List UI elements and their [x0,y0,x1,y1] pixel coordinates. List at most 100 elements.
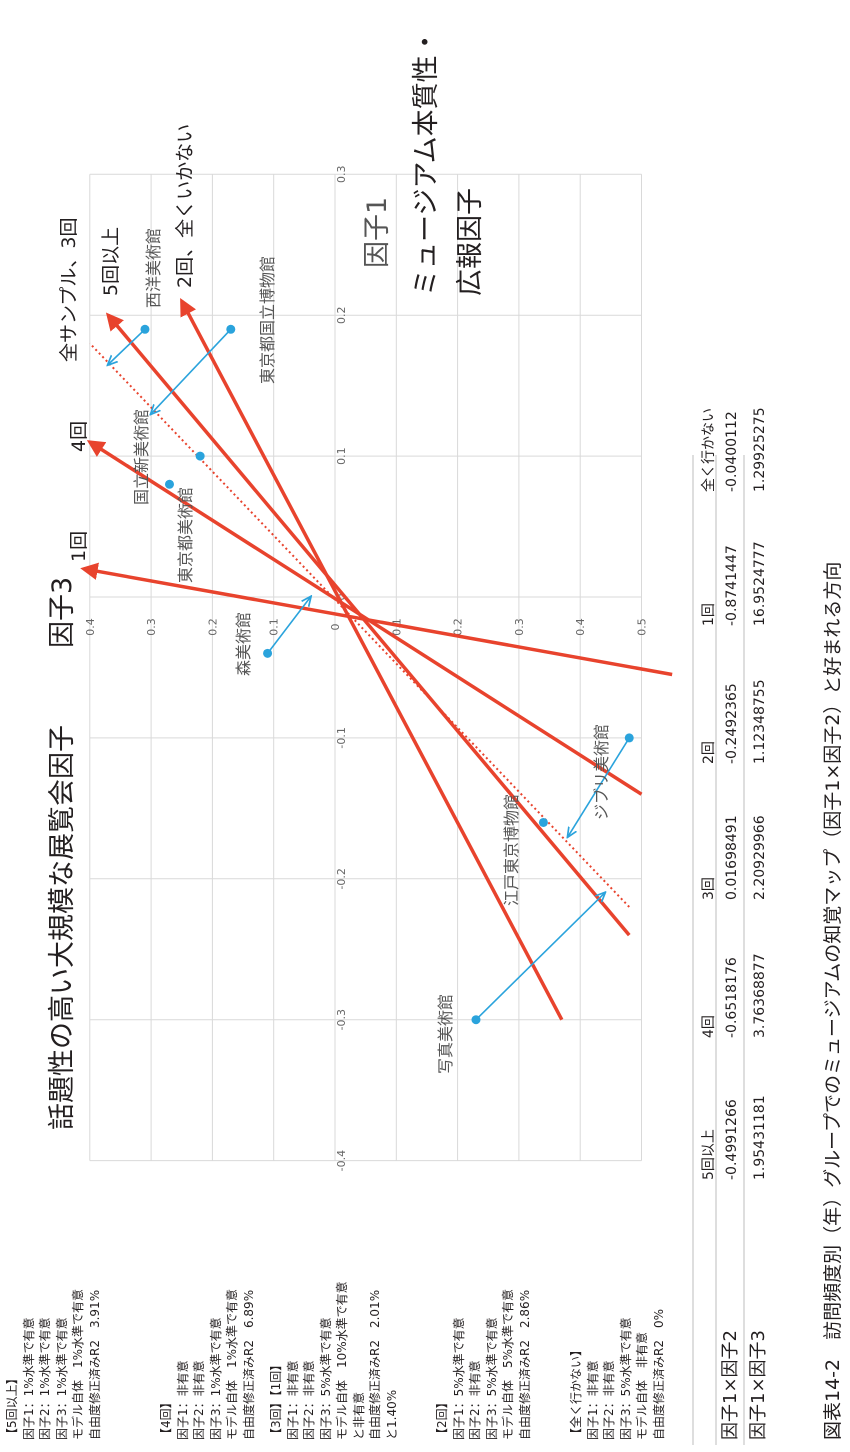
tick-label-f3: 0 [329,624,342,631]
museum-label-edo: 江戸東京博物館 [502,793,521,906]
museum-point [471,1015,481,1025]
museum-points [108,324,634,1025]
table-cell: 16.9524777 [752,541,768,626]
preference-vector [180,298,564,1021]
tick-label-f1: 0.3 [335,166,348,184]
note-line: 【全く行かない】 [569,1343,583,1440]
table-cell: -0.0400112 [724,411,740,492]
tick-label-f3: 0.5 [636,618,649,636]
museum-point [624,733,634,743]
museum-point [140,324,150,334]
museum-point [538,817,548,827]
tick-label-f1: -0.3 [335,1009,348,1030]
table-cell: 1.12348755 [752,679,768,764]
table-column-header: 2回 [701,741,717,764]
tick-label-f3: 0.3 [513,618,526,636]
note-line: 因子2：1%水準で有意 [38,1317,52,1440]
table-cell: 1.29925275 [752,407,768,492]
table-cell: 0.01698491 [724,815,740,900]
factor1-meaning-line2: 広報因子 [455,188,486,296]
table-column-header: 3回 [701,877,717,900]
axis-ticks: -0.4 -0.3 -0.2 -0.1 0 0.1 0.2 0.3 0.4 0.3 0.2 0.1 0 0… [84,166,649,1172]
museum-label-seiyo: 西洋美術館 [144,227,163,308]
table-column-header: 5回以上 [701,1129,717,1180]
vector-label-2-never: 2回、全くいかない [174,123,196,288]
tick-label-f1: 0 [335,594,348,601]
tick-label-f3: 0.4 [574,618,587,636]
note-line: 因子2：非有意 [192,1360,206,1440]
note-line: 自由度修正済みR2 3.91% [87,1289,102,1440]
note-line: 因子1：非有意 [585,1360,600,1440]
note-line: 【4回】 [159,1396,173,1440]
vector-label-all-3: 全サンプル、3回 [58,217,80,362]
factor3-label: 因子3 [47,576,78,648]
table-row-label: 因子1×因子2 [720,1330,741,1440]
shift-arrow [568,737,630,837]
museum-label-photo: 写真美術館 [436,993,455,1074]
note-line: と非有意 [351,1391,366,1440]
table-column-header: 1回 [701,603,717,626]
table-cell: 3.76368877 [752,953,768,1038]
shift-arrow [151,328,232,414]
tick-label-f1: -0.2 [335,868,348,889]
tick-label-f3: 0.4 [84,618,97,636]
tick-label-f3: 0.2 [452,618,465,636]
note-line: と1.40% [384,1389,399,1440]
note-line: 因子3：5%水準で有意 [618,1317,633,1440]
preference-vector [105,312,631,937]
museum-point [263,648,273,658]
table-column-header: 4回 [701,1015,717,1038]
note-line: モデル自体 1%水準で有意 [71,1288,85,1440]
tick-label-f3: 0.3 [145,618,158,636]
note-line: 自由度修正済みR2 6.89% [241,1289,256,1440]
shift-arrow [108,328,146,364]
preference-vectors [80,298,673,1021]
tick-label-f1: -0.1 [335,727,348,748]
factor3-axis-title: 話題性の高い大規模な展覧会因子 [47,725,78,1130]
note-line: 自由度修正済みR2 2.86% [517,1289,532,1440]
museum-label-tobikan: 東京都美術館 [176,486,195,583]
note-line: 因子3：5%水準で有意 [484,1317,499,1440]
note-line: 自由度修正済みR2 0% [651,1308,666,1440]
note-line: 因子3：1%水準で有意 [54,1317,69,1440]
tick-label-f3: 0.1 [390,618,403,636]
note-line: 【5回以上】 [5,1372,19,1440]
tick-label-f3: 0.1 [268,618,281,636]
table-cell: -0.8741447 [724,545,740,626]
table-cell: -0.2492365 [724,683,740,764]
note-line: 因子1：5%水準で有意 [451,1317,466,1440]
vector-label-4: 4回 [68,420,90,452]
museum-label-mori: 森美術館 [234,611,253,676]
note-line: 因子2：非有意 [302,1360,316,1440]
tick-label-f1: 0.1 [335,447,348,465]
preference-vector [86,440,643,796]
shift-arrow [266,597,311,654]
shift-arrow [475,893,605,1021]
preference-vector [89,342,630,908]
table-column-header: 全く行かない [701,408,717,492]
note-line: モデル自体 1%水準で有意 [225,1288,239,1440]
note-line: 因子3：5%水準で有意 [318,1317,333,1440]
tick-label-f1: 0.2 [335,306,348,324]
factor1-label: 因子1 [362,196,393,268]
note-line: 因子1：1%水準で有意 [21,1317,36,1440]
museum-label-tohaku: 東京都国立博物館 [258,255,277,384]
table-cell: -0.6518176 [724,957,740,1038]
note-line: 因子2：非有意 [468,1360,482,1440]
table-cell: 1.95431181 [752,1095,768,1180]
note-line: 【3回】【1回】 [269,1358,283,1440]
note-line: 【2回】 [435,1396,449,1440]
note-line: モデル自体 非有意 [635,1331,649,1440]
tick-label-f1: -0.4 [335,1150,348,1171]
figure-caption: 図表14-2 訪問頻度別（年）グループでのミュージアムの知覚マップ（因子1×因子… [822,561,844,1440]
table-cell: 2.20929966 [752,815,768,900]
note-line: モデル自体 5%水準で有意 [501,1288,515,1440]
factor1-meaning-line1: ミュージアム本質性・ [411,28,442,296]
table-row-label: 因子1×因子3 [748,1330,769,1440]
preference-vector [80,562,673,677]
note-line: モデル自体 10%水準で有意 [335,1281,349,1440]
table-cell: -0.4991266 [724,1099,740,1180]
museum-label-nact: 国立新美術館 [132,408,151,505]
vector-label-1: 1回 [68,530,90,562]
